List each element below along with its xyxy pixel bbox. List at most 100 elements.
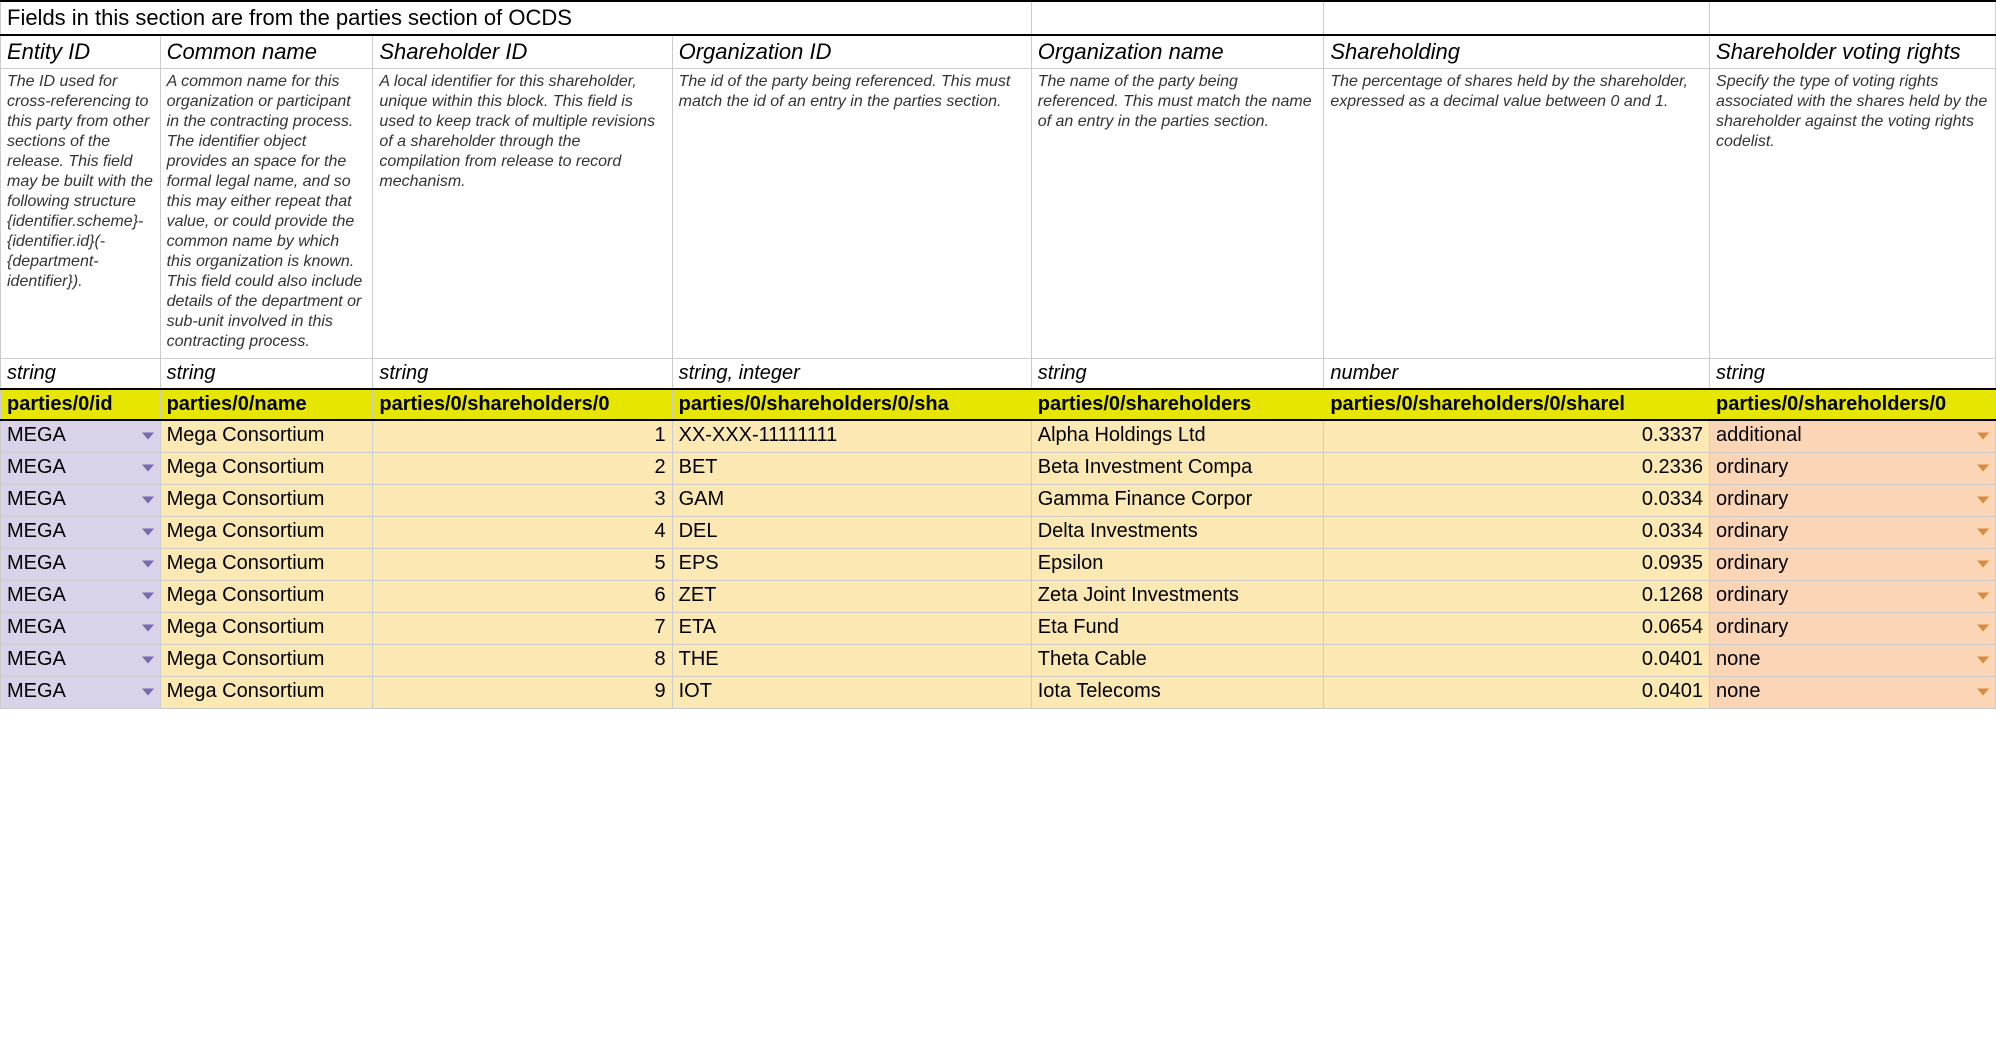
dropdown-icon[interactable] [142, 433, 154, 440]
dropdown-icon[interactable] [142, 593, 154, 600]
cell[interactable]: MEGA [1, 580, 161, 612]
cell[interactable]: MEGA [1, 612, 161, 644]
dropdown-icon[interactable] [1977, 561, 1989, 568]
dropdown-icon[interactable] [1977, 657, 1989, 664]
cell[interactable]: 0.0334 [1324, 484, 1710, 516]
cell[interactable]: 1 [373, 420, 672, 452]
cell[interactable]: Mega Consortium [160, 516, 373, 548]
cell[interactable]: 0.0334 [1324, 516, 1710, 548]
cell[interactable]: ETA [672, 612, 1031, 644]
cell[interactable]: none [1710, 676, 1996, 708]
column-header[interactable]: Organization name [1031, 35, 1324, 69]
column-header[interactable]: Common name [160, 35, 373, 69]
column-path[interactable]: parties/0/name [160, 389, 373, 420]
cell[interactable]: MEGA [1, 420, 161, 452]
cell[interactable]: Mega Consortium [160, 420, 373, 452]
dropdown-icon[interactable] [142, 689, 154, 696]
cell[interactable]: 0.0935 [1324, 548, 1710, 580]
cell[interactable]: 2 [373, 452, 672, 484]
cell[interactable]: 0.0401 [1324, 644, 1710, 676]
cell[interactable]: Gamma Finance Corpor [1031, 484, 1324, 516]
column-header[interactable]: Shareholder ID [373, 35, 672, 69]
dropdown-icon[interactable] [1977, 625, 1989, 632]
cell[interactable]: 9 [373, 676, 672, 708]
cell[interactable]: ordinary [1710, 612, 1996, 644]
cell[interactable]: Beta Investment Compa [1031, 452, 1324, 484]
cell[interactable]: Delta Investments [1031, 516, 1324, 548]
column-type: string [160, 359, 373, 390]
cell[interactable]: MEGA [1, 484, 161, 516]
cell[interactable]: Epsilon [1031, 548, 1324, 580]
cell-value: MEGA [7, 680, 66, 702]
dropdown-icon[interactable] [142, 497, 154, 504]
dropdown-icon[interactable] [142, 561, 154, 568]
cell[interactable]: MEGA [1, 516, 161, 548]
dropdown-icon[interactable] [142, 657, 154, 664]
dropdown-icon[interactable] [1977, 465, 1989, 472]
cell[interactable]: 4 [373, 516, 672, 548]
column-path[interactable]: parties/0/shareholders/0/sharel [1324, 389, 1710, 420]
column-header[interactable]: Shareholder voting rights [1710, 35, 1996, 69]
cell[interactable]: 6 [373, 580, 672, 612]
cell[interactable]: 8 [373, 644, 672, 676]
column-path[interactable]: parties/0/shareholders [1031, 389, 1324, 420]
cell[interactable]: 0.1268 [1324, 580, 1710, 612]
cell[interactable]: Mega Consortium [160, 580, 373, 612]
cell[interactable]: ordinary [1710, 580, 1996, 612]
column-path[interactable]: parties/0/shareholders/0 [1710, 389, 1996, 420]
cell[interactable]: MEGA [1, 548, 161, 580]
column-header[interactable]: Entity ID [1, 35, 161, 69]
cell[interactable]: 3 [373, 484, 672, 516]
cell[interactable]: ordinary [1710, 516, 1996, 548]
cell[interactable]: ordinary [1710, 452, 1996, 484]
cell[interactable]: DEL [672, 516, 1031, 548]
column-path[interactable]: parties/0/shareholders/0 [373, 389, 672, 420]
dropdown-icon[interactable] [142, 625, 154, 632]
cell[interactable]: Alpha Holdings Ltd [1031, 420, 1324, 452]
cell[interactable]: 0.3337 [1324, 420, 1710, 452]
column-type: string [373, 359, 672, 390]
cell[interactable]: Mega Consortium [160, 484, 373, 516]
cell[interactable]: Eta Fund [1031, 612, 1324, 644]
cell[interactable]: Zeta Joint Investments [1031, 580, 1324, 612]
column-path[interactable]: parties/0/shareholders/0/sha [672, 389, 1031, 420]
cell[interactable]: Mega Consortium [160, 644, 373, 676]
cell[interactable]: XX-XXX-11111111 [672, 420, 1031, 452]
column-header[interactable]: Shareholding [1324, 35, 1710, 69]
cell[interactable]: ZET [672, 580, 1031, 612]
cell[interactable]: THE [672, 644, 1031, 676]
column-description: The percentage of shares held by the sha… [1324, 69, 1710, 359]
cell[interactable]: 5 [373, 548, 672, 580]
cell[interactable]: 0.0654 [1324, 612, 1710, 644]
cell[interactable]: Iota Telecoms [1031, 676, 1324, 708]
cell[interactable]: IOT [672, 676, 1031, 708]
dropdown-icon[interactable] [1977, 689, 1989, 696]
cell[interactable]: GAM [672, 484, 1031, 516]
column-path[interactable]: parties/0/id [1, 389, 161, 420]
cell[interactable]: MEGA [1, 452, 161, 484]
dropdown-icon[interactable] [1977, 529, 1989, 536]
cell[interactable]: additional [1710, 420, 1996, 452]
cell[interactable]: EPS [672, 548, 1031, 580]
empty-cell [1031, 1, 1324, 35]
cell[interactable]: Mega Consortium [160, 612, 373, 644]
cell[interactable]: MEGA [1, 676, 161, 708]
cell[interactable]: MEGA [1, 644, 161, 676]
dropdown-icon[interactable] [1977, 593, 1989, 600]
cell[interactable]: ordinary [1710, 484, 1996, 516]
cell[interactable]: BET [672, 452, 1031, 484]
dropdown-icon[interactable] [1977, 433, 1989, 440]
column-header[interactable]: Organization ID [672, 35, 1031, 69]
cell[interactable]: Mega Consortium [160, 452, 373, 484]
cell[interactable]: 0.2336 [1324, 452, 1710, 484]
cell[interactable]: Theta Cable [1031, 644, 1324, 676]
dropdown-icon[interactable] [142, 465, 154, 472]
dropdown-icon[interactable] [1977, 497, 1989, 504]
cell[interactable]: 0.0401 [1324, 676, 1710, 708]
cell[interactable]: Mega Consortium [160, 548, 373, 580]
cell[interactable]: Mega Consortium [160, 676, 373, 708]
cell[interactable]: none [1710, 644, 1996, 676]
dropdown-icon[interactable] [142, 529, 154, 536]
cell[interactable]: 7 [373, 612, 672, 644]
cell[interactable]: ordinary [1710, 548, 1996, 580]
